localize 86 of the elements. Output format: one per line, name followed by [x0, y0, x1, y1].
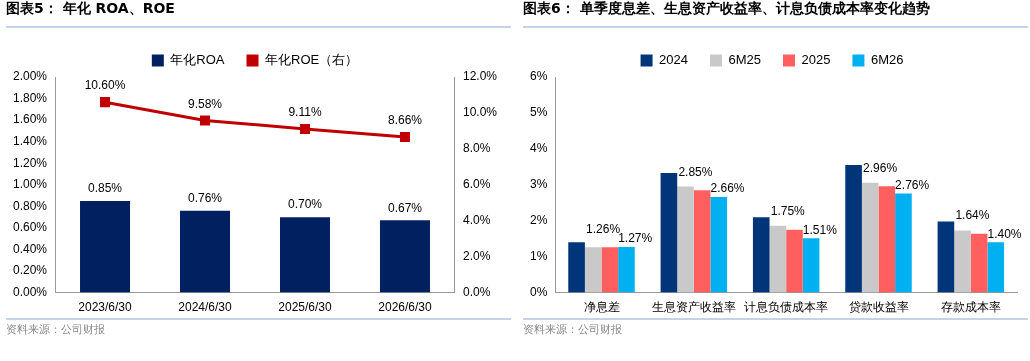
- y2-tick-label: 10.0%: [462, 105, 498, 120]
- data-label: 1.64%: [955, 207, 990, 222]
- x-tick-label: 贷款收益率: [848, 300, 909, 315]
- data-label: 0.85%: [88, 181, 123, 196]
- y-tick-label: 4%: [530, 141, 548, 156]
- y-tick-label: 0.80%: [12, 198, 48, 213]
- bar: [937, 221, 955, 293]
- y2-tick-label: 0.0%: [462, 284, 491, 299]
- data-label: 2.85%: [678, 164, 713, 179]
- data-label: 0.70%: [287, 197, 323, 212]
- x-tick-label: 2023/6/30: [78, 300, 133, 315]
- legend-label: 年化ROE（右）: [265, 52, 359, 68]
- data-label: 9.11%: [288, 105, 322, 120]
- bar: [878, 186, 896, 293]
- legend-label: 2024: [659, 52, 688, 68]
- y-tick-label: 2%: [530, 213, 548, 228]
- bar: [677, 186, 694, 293]
- bar: [710, 197, 728, 293]
- point: [199, 115, 211, 126]
- text: 资料来源：公司财报: [523, 318, 1028, 337]
- y-tick-label: 1.00%: [12, 177, 48, 192]
- bar: [786, 229, 803, 293]
- x-tick-label: 2025/6/30: [278, 300, 333, 315]
- x-tick-label: 存款成本率: [940, 300, 1001, 315]
- x-tick-label: 生息资产收益率: [651, 300, 736, 315]
- y-tick-label: 0.40%: [12, 241, 48, 256]
- data-label: 1.26%: [586, 221, 621, 236]
- bar: [845, 165, 862, 293]
- y2-tick-label: 8.0%: [462, 141, 491, 156]
- bar: [693, 190, 711, 293]
- y-tick-label: 5%: [530, 105, 548, 120]
- bar: [618, 246, 635, 293]
- legend-label: 年化ROA: [170, 52, 225, 68]
- data-label: 8.66%: [387, 113, 423, 128]
- point: [299, 123, 311, 134]
- point: [399, 131, 411, 143]
- y2-tick-label: 2.0%: [462, 248, 491, 263]
- bar: [987, 242, 1005, 293]
- bar: [568, 242, 585, 293]
- bar: [769, 225, 787, 293]
- chart-title: 图表5： 年化 ROA、ROE: [6, 0, 511, 28]
- legend-label: 2025: [801, 52, 831, 68]
- y-tick-label: 0.60%: [12, 220, 48, 235]
- y-tick-label: 6%: [530, 69, 548, 84]
- data-label: 2.96%: [863, 160, 898, 175]
- legend-label: 6M25: [728, 52, 762, 68]
- x-tick-label: 2024/6/30: [178, 300, 233, 315]
- y-tick-label: 1%: [530, 248, 548, 263]
- x-tick-label: 净息差: [583, 300, 620, 315]
- y-tick-label: 2.00%: [12, 69, 48, 84]
- bar: [584, 247, 602, 293]
- bar: [954, 230, 971, 293]
- bar: [601, 247, 619, 293]
- y-tick-label: 0%: [530, 284, 548, 299]
- data-label: 0.76%: [187, 190, 223, 205]
- y-tick-label: 1.80%: [12, 90, 48, 105]
- y-tick-label: 0.00%: [12, 284, 48, 299]
- text: 资料来源：公司财报: [6, 318, 511, 337]
- data-label: 2.76%: [895, 177, 930, 192]
- chart-title: 图表6： 单季度息差、生息资产收益率、计息负债成本率变化趋势: [523, 0, 1028, 28]
- y-tick-label: 1.20%: [12, 155, 48, 170]
- bar: [861, 182, 879, 293]
- y2-tick-label: 4.0%: [462, 213, 491, 228]
- bar: [802, 238, 820, 293]
- bar: [970, 233, 988, 293]
- y-tick-label: 1.60%: [12, 112, 48, 127]
- y2-tick-label: 12.0%: [462, 69, 498, 84]
- y-tick-label: 3%: [530, 177, 548, 192]
- bar: [895, 193, 912, 293]
- data-label: 10.60%: [84, 78, 126, 93]
- y2-tick-label: 6.0%: [462, 177, 491, 192]
- x-tick-label: 2026/6/30: [378, 300, 432, 315]
- data-label: 1.40%: [987, 226, 1022, 241]
- y-tick-label: 0.20%: [12, 263, 48, 278]
- bar: [752, 217, 770, 293]
- bar: [660, 172, 678, 293]
- data-label: 9.58%: [187, 96, 223, 111]
- data-label: 2.66%: [710, 181, 745, 196]
- data-label: 1.27%: [618, 231, 653, 246]
- legend-label: 6M26: [870, 52, 904, 68]
- data-label: 1.51%: [802, 222, 838, 237]
- data-label: 1.75%: [770, 204, 806, 219]
- x-tick-label: 计息负债成本率: [744, 300, 829, 315]
- y-tick-label: 1.40%: [12, 133, 48, 148]
- point: [99, 97, 111, 108]
- data-label: 0.67%: [387, 200, 423, 215]
